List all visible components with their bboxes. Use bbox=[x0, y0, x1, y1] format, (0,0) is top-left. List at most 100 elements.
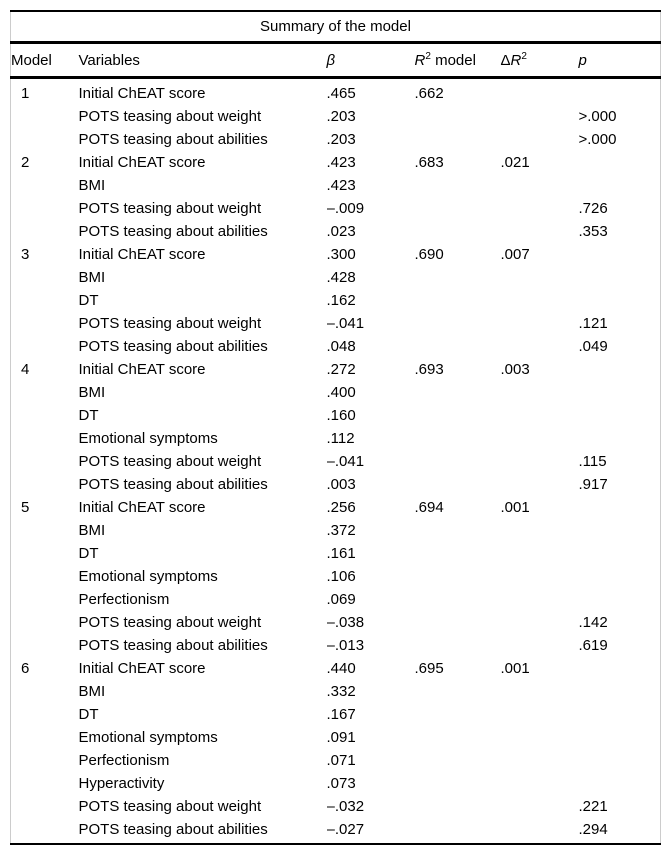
cell-r2-model bbox=[415, 542, 501, 565]
cell-r2-model bbox=[415, 220, 501, 243]
cell-r2-model bbox=[415, 818, 501, 844]
cell-beta: –.041 bbox=[326, 453, 365, 470]
cell-beta: .428 bbox=[326, 269, 356, 286]
cell-variable: Perfectionism bbox=[78, 752, 170, 769]
cell-p bbox=[579, 703, 661, 726]
cell-model-number bbox=[11, 266, 79, 289]
cell-r2-model bbox=[415, 105, 501, 128]
cell-r2-model bbox=[415, 289, 501, 312]
cell-model-number bbox=[11, 703, 79, 726]
cell-p bbox=[579, 266, 661, 289]
cell-delta-r2 bbox=[501, 519, 579, 542]
cell-beta: –.038 bbox=[326, 614, 365, 631]
cell-model-number bbox=[11, 197, 79, 220]
r-symbol: R bbox=[414, 51, 426, 69]
cell-beta: .112 bbox=[326, 430, 355, 447]
cell-p bbox=[579, 404, 661, 427]
table-row: 5 Initial ChEAT score .256 .694 .001 bbox=[11, 496, 661, 519]
cell-p bbox=[579, 151, 661, 174]
cell-beta: .048 bbox=[326, 338, 356, 355]
cell-r2-model bbox=[415, 519, 501, 542]
cell-p bbox=[579, 726, 661, 749]
cell-delta-r2 bbox=[501, 749, 579, 772]
cell-delta-r2: .021 bbox=[500, 154, 530, 171]
cell-model-number: 3 bbox=[21, 246, 30, 263]
cell-model-number bbox=[11, 726, 79, 749]
cell-r2-model: .662 bbox=[414, 85, 444, 102]
cell-beta: .003 bbox=[326, 476, 356, 493]
cell-variable: Initial ChEAT score bbox=[78, 361, 206, 378]
table-row: 6 Initial ChEAT score .440 .695 .001 bbox=[11, 657, 661, 680]
cell-p: .353 bbox=[578, 223, 608, 240]
cell-r2-model bbox=[415, 404, 501, 427]
table-row: DT .161 bbox=[11, 542, 661, 565]
cell-p bbox=[579, 78, 661, 106]
cell-p: .294 bbox=[578, 821, 608, 838]
cell-delta-r2 bbox=[501, 220, 579, 243]
cell-p: .049 bbox=[578, 338, 608, 355]
col-header-model: Model bbox=[10, 42, 79, 79]
table-row: Emotional symptoms .106 bbox=[11, 565, 661, 588]
table-row: 3 Initial ChEAT score .300 .690 .007 bbox=[11, 243, 661, 266]
table-row: 4 Initial ChEAT score .272 .693 .003 bbox=[11, 358, 661, 381]
cell-variable: POTS teasing about weight bbox=[78, 614, 262, 631]
cell-delta-r2 bbox=[501, 588, 579, 611]
cell-delta-r2: .007 bbox=[500, 246, 530, 263]
cell-beta: –.032 bbox=[326, 798, 365, 815]
cell-variable: Initial ChEAT score bbox=[78, 660, 206, 677]
cell-r2-model bbox=[415, 680, 501, 703]
cell-variable: BMI bbox=[78, 683, 106, 700]
cell-p bbox=[579, 680, 661, 703]
cell-model-number: 6 bbox=[21, 660, 30, 677]
cell-variable: Initial ChEAT score bbox=[78, 246, 206, 263]
cell-variable: Initial ChEAT score bbox=[78, 154, 206, 171]
col-header-variables-label: Variables bbox=[78, 51, 140, 69]
cell-r2-model bbox=[415, 565, 501, 588]
table-row: POTS teasing about weight –.041 .121 bbox=[11, 312, 661, 335]
table-row: 2 Initial ChEAT score .423 .683 .021 bbox=[11, 151, 661, 174]
cell-model-number: 2 bbox=[21, 154, 30, 171]
cell-delta-r2 bbox=[501, 542, 579, 565]
cell-beta: .332 bbox=[326, 683, 356, 700]
cell-model-number bbox=[11, 519, 79, 542]
cell-variable: POTS teasing about weight bbox=[78, 108, 262, 125]
cell-beta: .106 bbox=[326, 568, 356, 585]
cell-r2-model bbox=[415, 381, 501, 404]
table-row: POTS teasing about abilities .003 .917 bbox=[11, 473, 661, 496]
cell-r2-model: .695 bbox=[414, 660, 444, 677]
cell-beta: .091 bbox=[326, 729, 356, 746]
cell-model-number bbox=[11, 634, 79, 657]
cell-model-number bbox=[11, 749, 79, 772]
cell-p bbox=[579, 542, 661, 565]
table-row: Emotional symptoms .112 bbox=[11, 427, 661, 450]
cell-beta: .423 bbox=[326, 177, 356, 194]
table-row: POTS teasing about weight .203 >.000 bbox=[11, 105, 661, 128]
r2-superscript: 2 bbox=[521, 50, 527, 62]
cell-variable: POTS teasing about abilities bbox=[78, 338, 268, 355]
table-row: Perfectionism .069 bbox=[11, 588, 661, 611]
cell-delta-r2 bbox=[501, 473, 579, 496]
cell-model-number bbox=[11, 128, 79, 151]
cell-variable: Initial ChEAT score bbox=[78, 85, 206, 102]
cell-variable: DT bbox=[78, 407, 99, 424]
cell-delta-r2 bbox=[501, 404, 579, 427]
cell-beta: –.041 bbox=[326, 315, 365, 332]
cell-model-number bbox=[11, 174, 79, 197]
cell-model-number: 5 bbox=[21, 499, 30, 516]
cell-variable: DT bbox=[78, 706, 99, 723]
cell-r2-model bbox=[415, 427, 501, 450]
cell-variable: Perfectionism bbox=[78, 591, 170, 608]
cell-beta: .203 bbox=[326, 131, 356, 148]
cell-model-number bbox=[11, 335, 79, 358]
cell-p bbox=[579, 358, 661, 381]
cell-variable: DT bbox=[78, 545, 99, 562]
cell-delta-r2 bbox=[501, 450, 579, 473]
cell-variable: POTS teasing about abilities bbox=[78, 223, 268, 240]
cell-model-number bbox=[11, 588, 79, 611]
table-head: Summary of the model Model Variables β R… bbox=[10, 11, 661, 79]
cell-r2-model bbox=[415, 703, 501, 726]
cell-r2-model bbox=[415, 726, 501, 749]
cell-model-number bbox=[11, 381, 79, 404]
cell-variable: BMI bbox=[78, 384, 106, 401]
table-title-row: Summary of the model bbox=[10, 11, 661, 44]
